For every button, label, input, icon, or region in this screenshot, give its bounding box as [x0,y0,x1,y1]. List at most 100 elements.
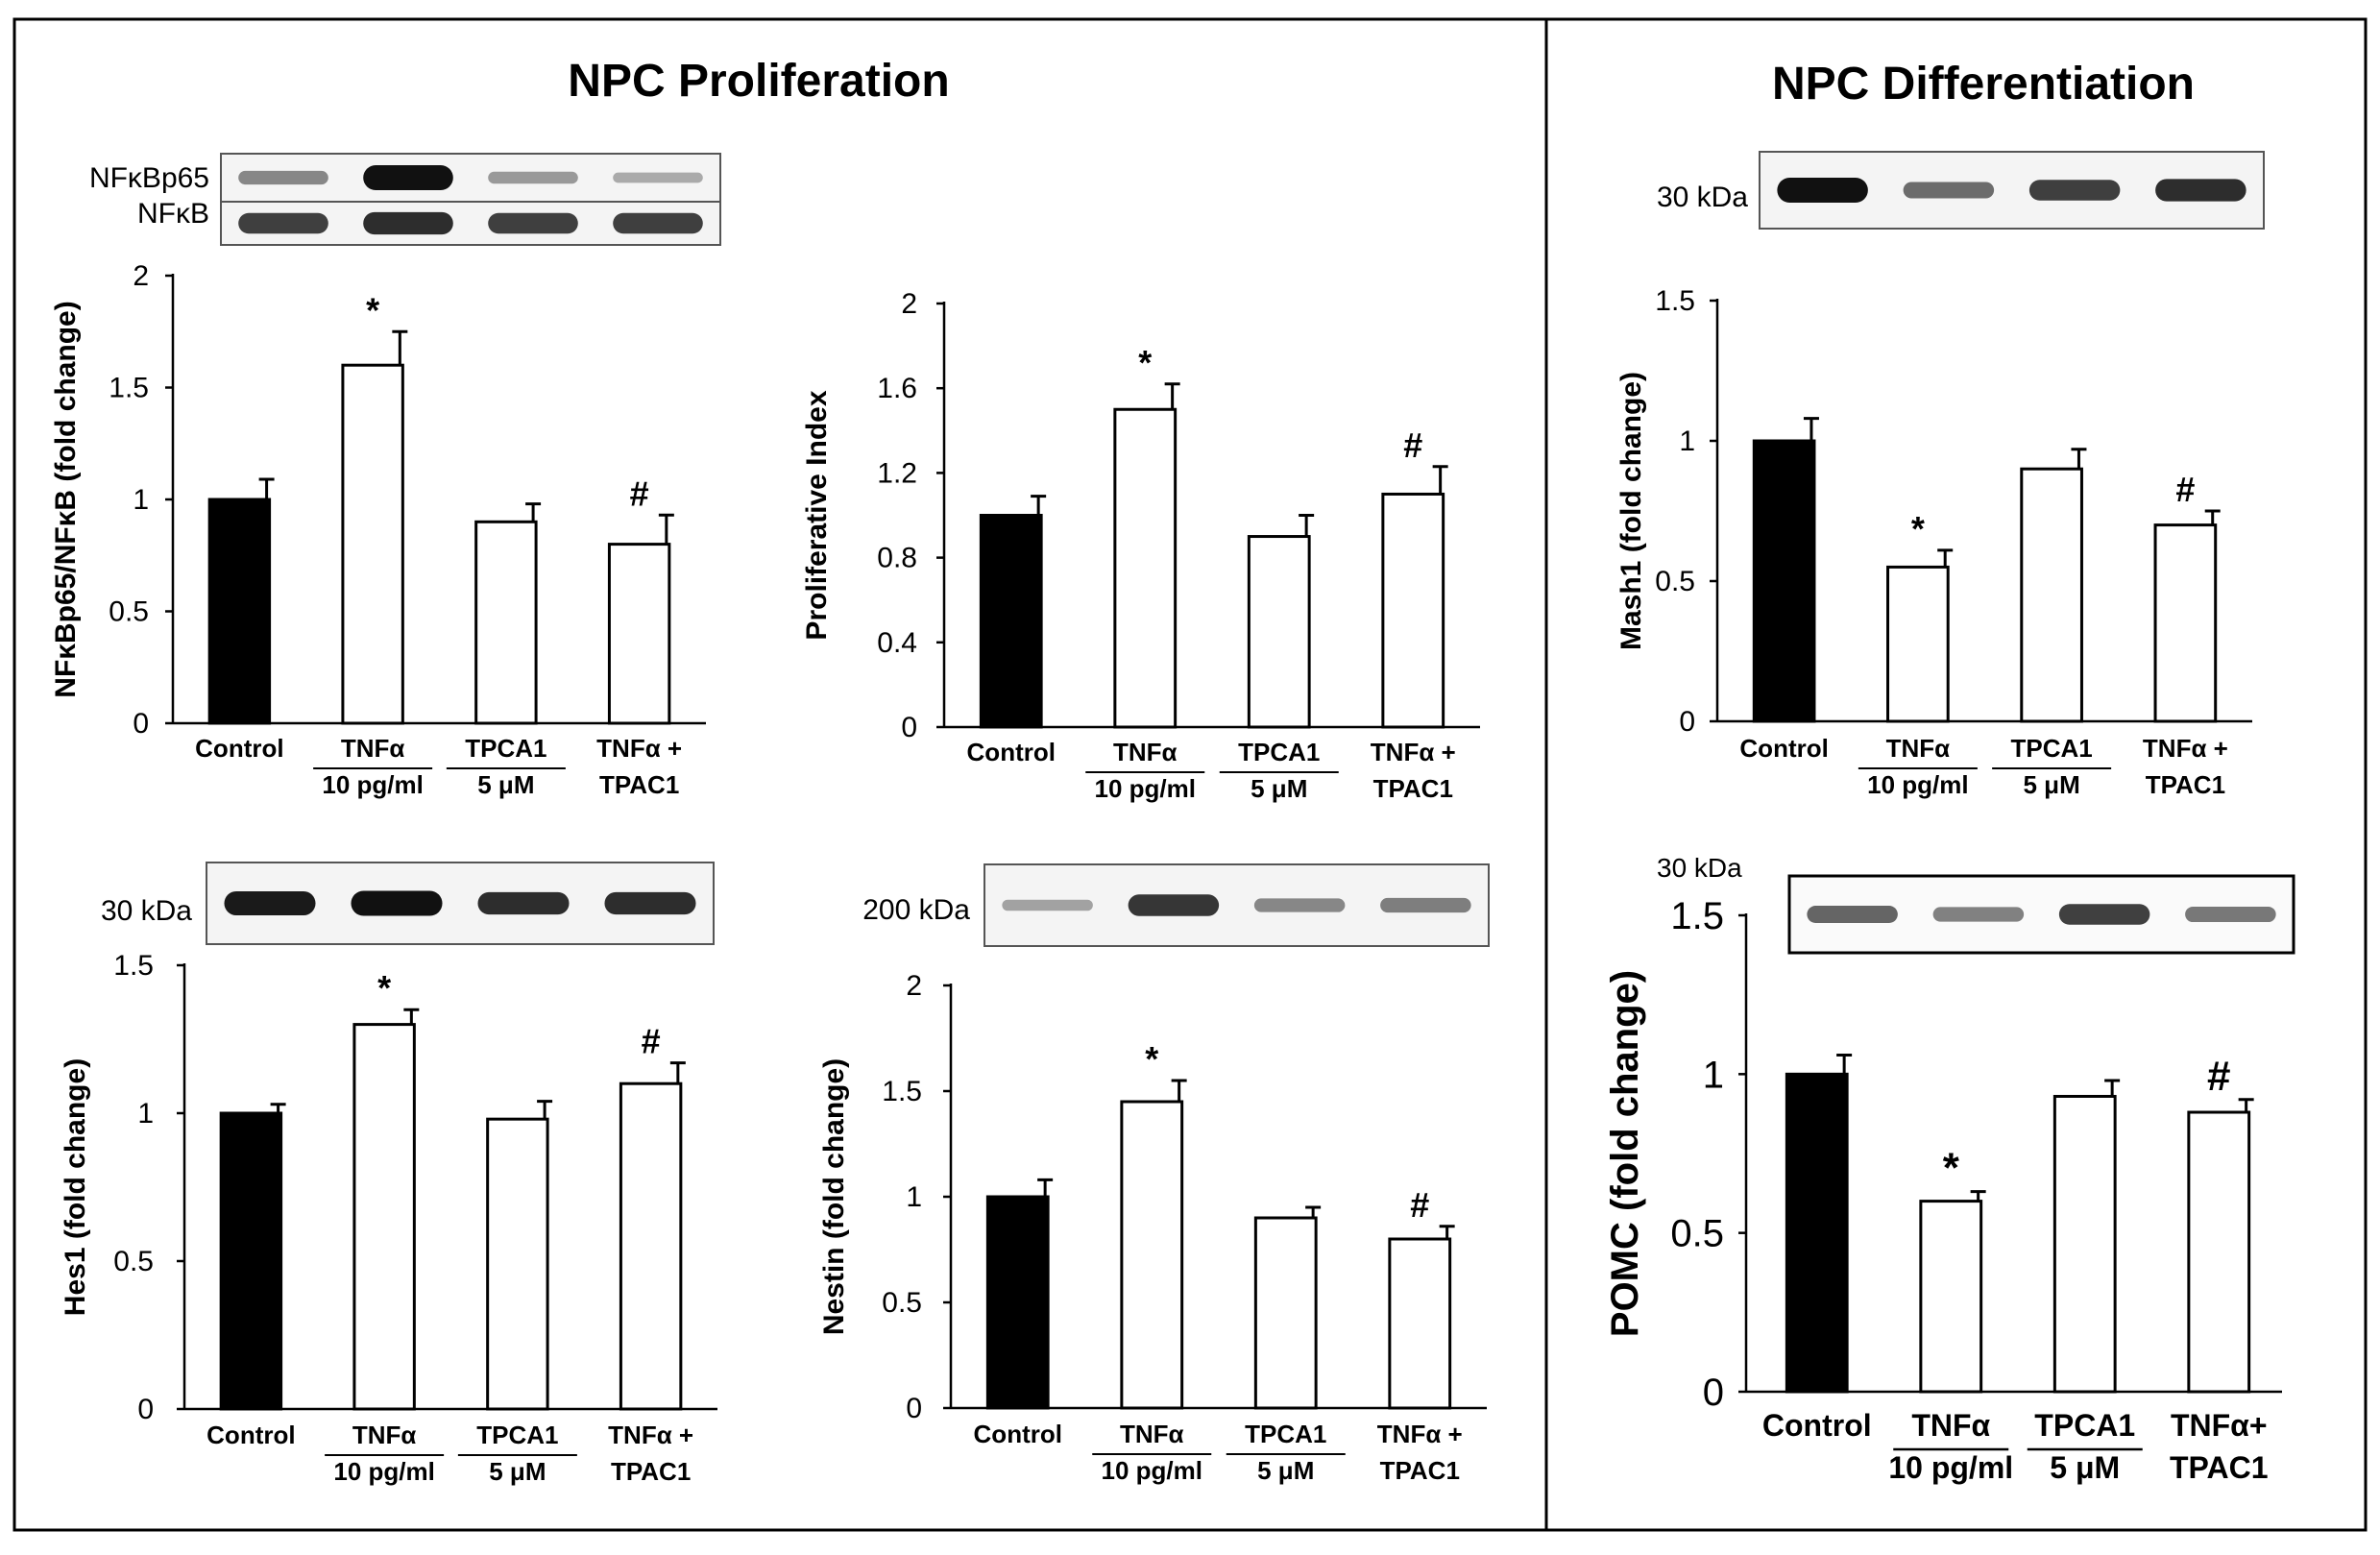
category-label: 10 pg/ml [333,1457,434,1486]
significance-marker: # [2207,1053,2230,1100]
significance-marker: * [1145,1039,1158,1079]
blot-label: 30 kDa [1657,853,1742,883]
category-label: Control [967,738,1056,766]
category-label: TPCA1 [1245,1420,1326,1448]
category-label: 5 μM [477,770,534,799]
bar [2187,1110,2251,1394]
y-tick-label: 0.5 [882,1287,922,1319]
category-label: TPCA1 [465,734,546,763]
bar [607,543,671,725]
blot-label: 30 kDa [101,895,192,927]
blot-band [1903,182,1995,199]
category-label: 5 μM [2050,1450,2120,1485]
chart-nfkb: 0 0.5 1 1.5 2 NFκBp65/NFκB (fold change) Contr… [50,260,706,799]
y-tick-label: 1.5 [113,950,154,982]
category-label: TNFα+ [2171,1408,2268,1443]
proliferation-title: NPC Proliferation [568,56,949,107]
blot-band [2058,904,2150,925]
bar [486,1117,549,1411]
y-tick-label: 1 [137,1098,154,1130]
significance-marker: * [1138,343,1152,382]
blot-band [613,172,703,183]
category-label: TNFα [352,1421,417,1449]
bar-charts: 0 0.5 1 1.5 2 NFκBp65/NFκB (fold change) Contr… [50,260,2282,1486]
category-label: Control [1739,734,1828,763]
y-tick-label: 1 [1703,1054,1724,1096]
outer-frame [12,17,2368,1532]
category-label: 5 μM [1251,774,1307,803]
blot-label: 30 kDa [1657,182,1748,213]
y-axis-label: Nestin (fold change) [818,1058,850,1335]
category-label: TPAC1 [1373,774,1453,803]
category-label: TNFα + [608,1421,693,1449]
y-tick-label: 0.4 [877,627,917,659]
category-label: TNFα [1113,738,1178,766]
category-label: 10 pg/ml [1888,1450,2013,1485]
category-label: 5 μM [489,1457,546,1486]
category-label: TPAC1 [1380,1456,1460,1485]
blot-band [477,891,570,915]
blot-band [488,171,578,184]
y-tick-label: 1.5 [882,1076,922,1107]
y-tick-label: 0.5 [1670,1213,1724,1255]
y-tick-label: 1.5 [1655,285,1695,317]
y-tick-label: 0 [901,712,917,743]
blot-band [238,170,328,185]
bar [985,1195,1050,1410]
y-axis-label: Mash1 (fold change) [1615,372,1647,650]
category-label: TNFα [341,734,405,763]
chart-mash1: 0 0.5 1 1.5 Mash1 (fold change) Control * TNFα 1… [1615,285,2252,799]
significance-marker: * [377,968,391,1008]
y-tick-label: 1 [133,484,149,516]
blot-band [1002,899,1093,911]
chart-nestin: 0 0.5 1 1.5 2 Nestin (fold change) Control * TNF… [818,970,1487,1485]
y-tick-label: 1 [1679,425,1695,457]
blot-band [1932,907,2025,922]
blot-label: NFκBp65 [89,162,209,194]
blot-mash1: 30 kDa [1657,151,2265,230]
blot-frame [220,153,721,203]
y-axis-label: Proliferative Index [801,390,833,640]
category-label: TPAC1 [2170,1450,2269,1485]
blot-band [1128,894,1220,916]
y-tick-label: 0.5 [113,1246,154,1277]
bar [1113,407,1178,729]
category-label: 10 pg/ml [1102,1456,1202,1485]
blot-band [238,212,328,234]
blot-band [1253,898,1346,912]
category-label: TNFα [1911,1408,1990,1443]
bar [1388,1237,1452,1410]
y-tick-label: 0 [137,1394,154,1425]
bar [1919,1200,1983,1394]
bar [352,1023,416,1411]
category-label: TPAC1 [599,770,679,799]
category-label: 5 μM [2024,770,2080,799]
y-tick-label: 0 [1679,706,1695,738]
category-label: Control [195,734,283,763]
category-label: TNFα [1886,734,1951,763]
bar [2020,467,2083,723]
y-tick-label: 1.5 [109,373,149,404]
blot-label: NFκB [137,198,209,230]
bar [1752,439,1816,723]
bar [341,363,404,725]
western-blots: NFκBp65 NFκB 30 kDa 200 kDa 30 kDa 30 kDa [89,151,2295,955]
y-tick-label: 0.5 [1655,566,1695,597]
category-label: Control [974,1420,1062,1448]
bar [1247,535,1311,729]
bar [1381,492,1445,729]
blot-hes1: 30 kDa [101,862,715,945]
blot-pomc: 30 kDa [1657,853,2295,955]
bar [1886,565,1950,723]
category-label: 10 pg/ml [322,770,423,799]
chart-hes1: 0 0.5 1 1.5 Hes1 (fold change) Control * TNFα 10… [60,950,717,1486]
bar [1785,1072,1849,1394]
blot-band [1380,897,1471,913]
category-label: TPCA1 [1238,738,1320,766]
category-label: TNFα + [1377,1420,1463,1448]
blot-band [2155,179,2246,202]
significance-marker: # [1403,425,1422,465]
category-label: Control [1762,1408,1872,1443]
significance-marker: # [2175,470,2195,509]
blot-nestin: 200 kDa [862,863,1490,947]
